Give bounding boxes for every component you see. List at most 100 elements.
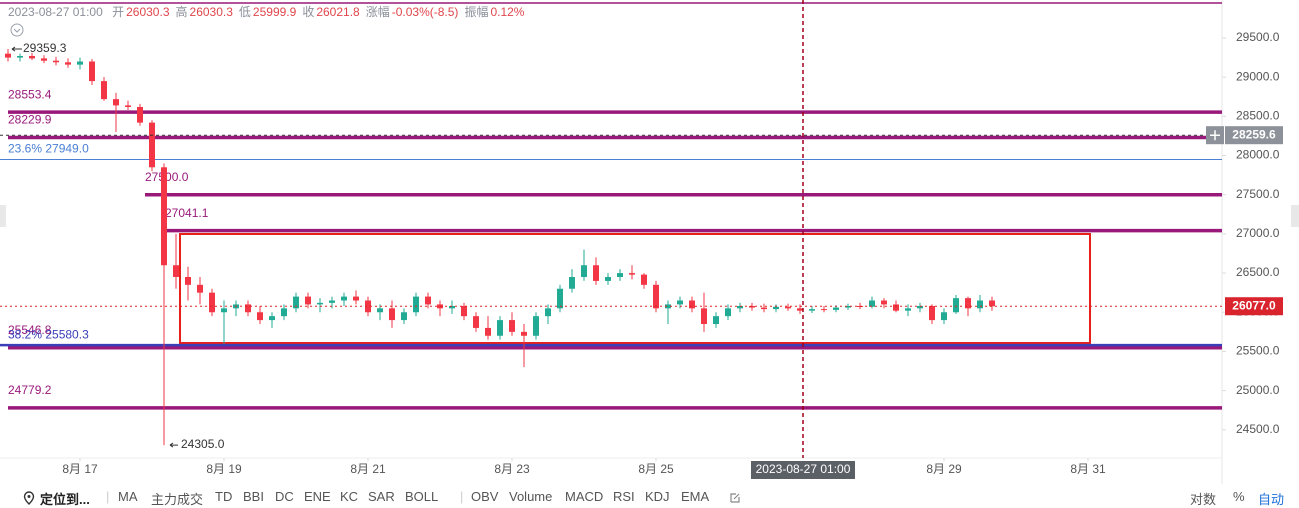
field-label: 开 (112, 5, 125, 19)
y-tick-label: 28500.0 (1236, 109, 1280, 123)
indicator-button[interactable]: TD (215, 489, 233, 504)
candle-body (941, 312, 947, 321)
candle-body (293, 296, 299, 309)
x-tick-label: 8月 23 (494, 462, 530, 476)
indicator-button[interactable]: 主力成交 (151, 492, 204, 507)
candle-body (197, 284, 203, 293)
edit-icon[interactable] (729, 492, 741, 504)
indicator-button[interactable]: KDJ (645, 489, 670, 504)
candle-body (113, 99, 119, 106)
candle-body (617, 273, 623, 277)
candle-body (461, 305, 467, 317)
candle-body (125, 105, 131, 107)
candle-body (5, 53, 11, 58)
candle-body (497, 320, 503, 336)
indicator-button[interactable]: MACD (565, 489, 604, 504)
last-price-tag (1225, 297, 1283, 316)
annotation-box (179, 233, 1091, 344)
indicator-button[interactable]: MA (118, 489, 138, 504)
header-time: 2023-08-27 01:00 (8, 5, 103, 19)
candle-body (77, 61, 83, 65)
collapse-icon[interactable] (10, 23, 24, 37)
candle-body (509, 320, 515, 332)
candle-body (809, 309, 815, 311)
high-marker: 29359.3 (23, 41, 67, 55)
candle-body (653, 284, 659, 309)
field-value: 26030.3 (189, 5, 233, 19)
y-tick-label: 28000.0 (1236, 148, 1280, 162)
level-label: 24779.2 (8, 383, 52, 397)
indicator-button[interactable]: DC (275, 489, 294, 504)
candle-body (893, 304, 899, 311)
candle-body (593, 265, 599, 281)
scale-button[interactable]: % (1233, 489, 1245, 504)
collapse-icon-chevron (13, 28, 21, 33)
field-value: 25999.9 (252, 5, 297, 19)
indicator-button[interactable]: SAR (368, 489, 395, 504)
add-button-icon (1210, 130, 1220, 141)
scale-button[interactable]: 自动 (1258, 492, 1285, 507)
candle-body (929, 305, 935, 321)
scale-button[interactable]: 对数 (1190, 492, 1217, 507)
candle-body (137, 106, 143, 123)
candle-body (701, 308, 707, 325)
candle-body (605, 276, 611, 281)
fib-label: 23.6% 27949.0 (8, 142, 89, 156)
candle-body (257, 312, 263, 321)
locate-icon (23, 491, 35, 505)
candle-body (389, 308, 395, 321)
candle-body (869, 300, 875, 307)
indicator-button[interactable]: KC (340, 489, 359, 504)
position-tag (1225, 126, 1283, 145)
candle-body (725, 308, 731, 317)
x-tick-label: 8月 19 (206, 462, 242, 476)
candle-body (365, 300, 371, 313)
y-tick-label: 27000.0 (1236, 226, 1280, 240)
fib-label: 38.2% 25580.3 (8, 327, 89, 341)
candle-body (101, 81, 107, 100)
candle-body (905, 308, 911, 311)
indicator-button[interactable]: ENE (304, 489, 331, 504)
indicator-button[interactable]: BOLL (405, 489, 439, 504)
candle-body (329, 300, 335, 303)
candle-body (65, 62, 71, 65)
left-handle[interactable] (0, 205, 6, 227)
candle-body (629, 273, 635, 275)
field-label: 收 (302, 5, 315, 19)
indicator-button[interactable]: BBI (243, 489, 264, 504)
candle-body (917, 305, 923, 309)
candle-body (737, 305, 743, 309)
candle-body (977, 300, 983, 309)
indicator-button[interactable]: RSI (613, 489, 635, 504)
candle-body (581, 265, 587, 277)
candle-body (821, 309, 827, 311)
candle-body (341, 296, 347, 301)
last-price-label: 26077.0 (1232, 298, 1276, 312)
candle-body (845, 305, 851, 308)
y-tick-label: 25500.0 (1236, 344, 1280, 358)
x-tick-label: 8月 29 (926, 462, 962, 476)
candle-body (485, 327, 491, 336)
candle-body (89, 61, 95, 82)
y-tick-label: 26500.0 (1236, 265, 1280, 279)
field-value: 0.12% (490, 5, 525, 19)
indicator-button[interactable]: Volume (509, 489, 553, 504)
candle-body (41, 58, 47, 61)
y-tick-label: 29500.0 (1236, 30, 1280, 44)
crosshair-label: 2023-08-27 01:00 (756, 462, 851, 476)
candle-body (353, 296, 359, 301)
candle-body (473, 316, 479, 328)
level-label: 28229.9 (8, 113, 52, 127)
x-tick-label: 8月 31 (1070, 462, 1106, 476)
candle-body (569, 276, 575, 289)
candle-body (413, 296, 419, 313)
right-handle[interactable] (1291, 205, 1299, 227)
field-value: 26021.8 (316, 5, 360, 19)
candle-body (269, 316, 275, 321)
locate-button[interactable]: 定位到... (40, 492, 90, 507)
field-label: 振幅 (464, 5, 489, 19)
candle-body (797, 308, 803, 311)
level-label: 28553.4 (8, 87, 52, 101)
indicator-button[interactable]: OBV (471, 489, 499, 504)
indicator-button[interactable]: EMA (681, 489, 710, 504)
